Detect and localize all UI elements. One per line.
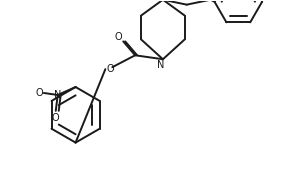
Text: N: N (54, 90, 62, 100)
Text: O: O (115, 32, 122, 42)
Text: O: O (52, 113, 60, 123)
Text: N: N (157, 60, 165, 70)
Text: O: O (35, 88, 43, 98)
Text: O: O (107, 64, 114, 74)
